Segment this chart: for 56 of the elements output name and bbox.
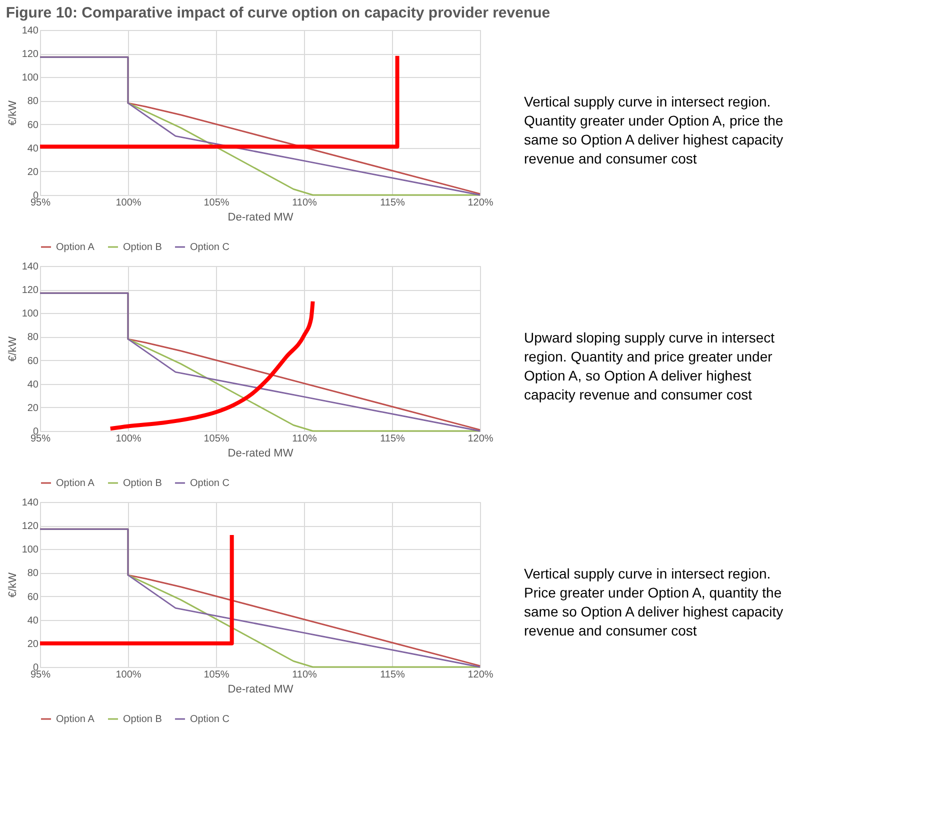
y-tick-label: 140 <box>22 498 39 508</box>
y-tick-label: 80 <box>27 96 39 108</box>
legend-label: Option B <box>123 478 162 489</box>
y-tick-label: 120 <box>22 285 39 296</box>
legend-label: Option A <box>56 242 95 253</box>
x-tick-label: 120% <box>468 198 494 208</box>
y-tick-label: 20 <box>27 166 39 178</box>
x-tick-label: 110% <box>292 198 318 208</box>
y-axis-title: €/kW <box>6 336 19 362</box>
y-tick-label: 60 <box>27 592 39 603</box>
y-tick-label: 100 <box>22 72 39 84</box>
x-tick-label: 100% <box>116 198 142 208</box>
x-tick-label: 100% <box>116 670 142 680</box>
text: Upward sloping supply curve in intersect region. Quantity and price greater under Option A, so Option A deliver highest capacity revenue and consumer cost <box>524 330 775 402</box>
y-tick-label: 140 <box>22 262 39 272</box>
x-tick-label: 110% <box>292 670 318 680</box>
x-axis-title: De-rated MW <box>228 448 294 460</box>
x-tick-label: 110% <box>292 434 318 444</box>
legend-label: Option B <box>123 714 162 725</box>
y-tick-label: 20 <box>27 638 39 650</box>
text: Vertical supply curve in intersect region. Price greater under Option A, quantity the same so Option A deliver highest capacity revenue and consumer cost <box>524 566 784 638</box>
y-tick-label: 120 <box>22 49 39 60</box>
x-tick-label: 105% <box>204 670 230 680</box>
y-axis-title: €/kW <box>6 100 19 126</box>
y-tick-label: 80 <box>27 568 39 580</box>
text: Vertical supply curve in intersect region. Quantity greater under Option A, price the same so Option A deliver highest capacity revenue and consumer cost <box>524 94 784 166</box>
x-tick-label: 120% <box>468 434 494 444</box>
x-axis-title: De-rated MW <box>228 212 294 224</box>
legend-label: Option A <box>56 478 95 489</box>
x-tick-label: 120% <box>468 670 494 680</box>
y-tick-label: 40 <box>27 143 39 154</box>
legend-label: Option C <box>190 242 230 253</box>
y-tick-label: 20 <box>27 402 39 414</box>
y-tick-label: 40 <box>27 379 39 390</box>
x-tick-label: 100% <box>116 434 142 444</box>
y-tick-label: 60 <box>27 356 39 367</box>
x-tick-label: 105% <box>204 198 230 208</box>
line-series <box>108 299 315 431</box>
legend-label: Option A <box>56 714 95 725</box>
legend-label: Option C <box>190 714 230 725</box>
y-tick-label: 120 <box>22 521 39 532</box>
x-tick-label: 105% <box>204 434 230 444</box>
x-tick-label: 115% <box>380 434 406 444</box>
y-tick-label: 40 <box>27 615 39 626</box>
y-tick-label: 60 <box>27 120 39 131</box>
x-tick-label: 115% <box>380 198 406 208</box>
x-axis-title: De-rated MW <box>228 684 294 696</box>
legend-label: Option B <box>123 242 162 253</box>
x-tick-label: 115% <box>380 670 406 680</box>
chart-title: Figure 10: Comparative impact of curve option on capacity provider revenue <box>6 4 550 22</box>
y-tick-label: 100 <box>22 308 39 320</box>
y-axis-title: €/kW <box>6 572 19 598</box>
y-tick-label: 100 <box>22 544 39 556</box>
legend-label: Option C <box>190 478 230 489</box>
y-tick-label: 140 <box>22 26 39 36</box>
y-tick-label: 80 <box>27 332 39 344</box>
